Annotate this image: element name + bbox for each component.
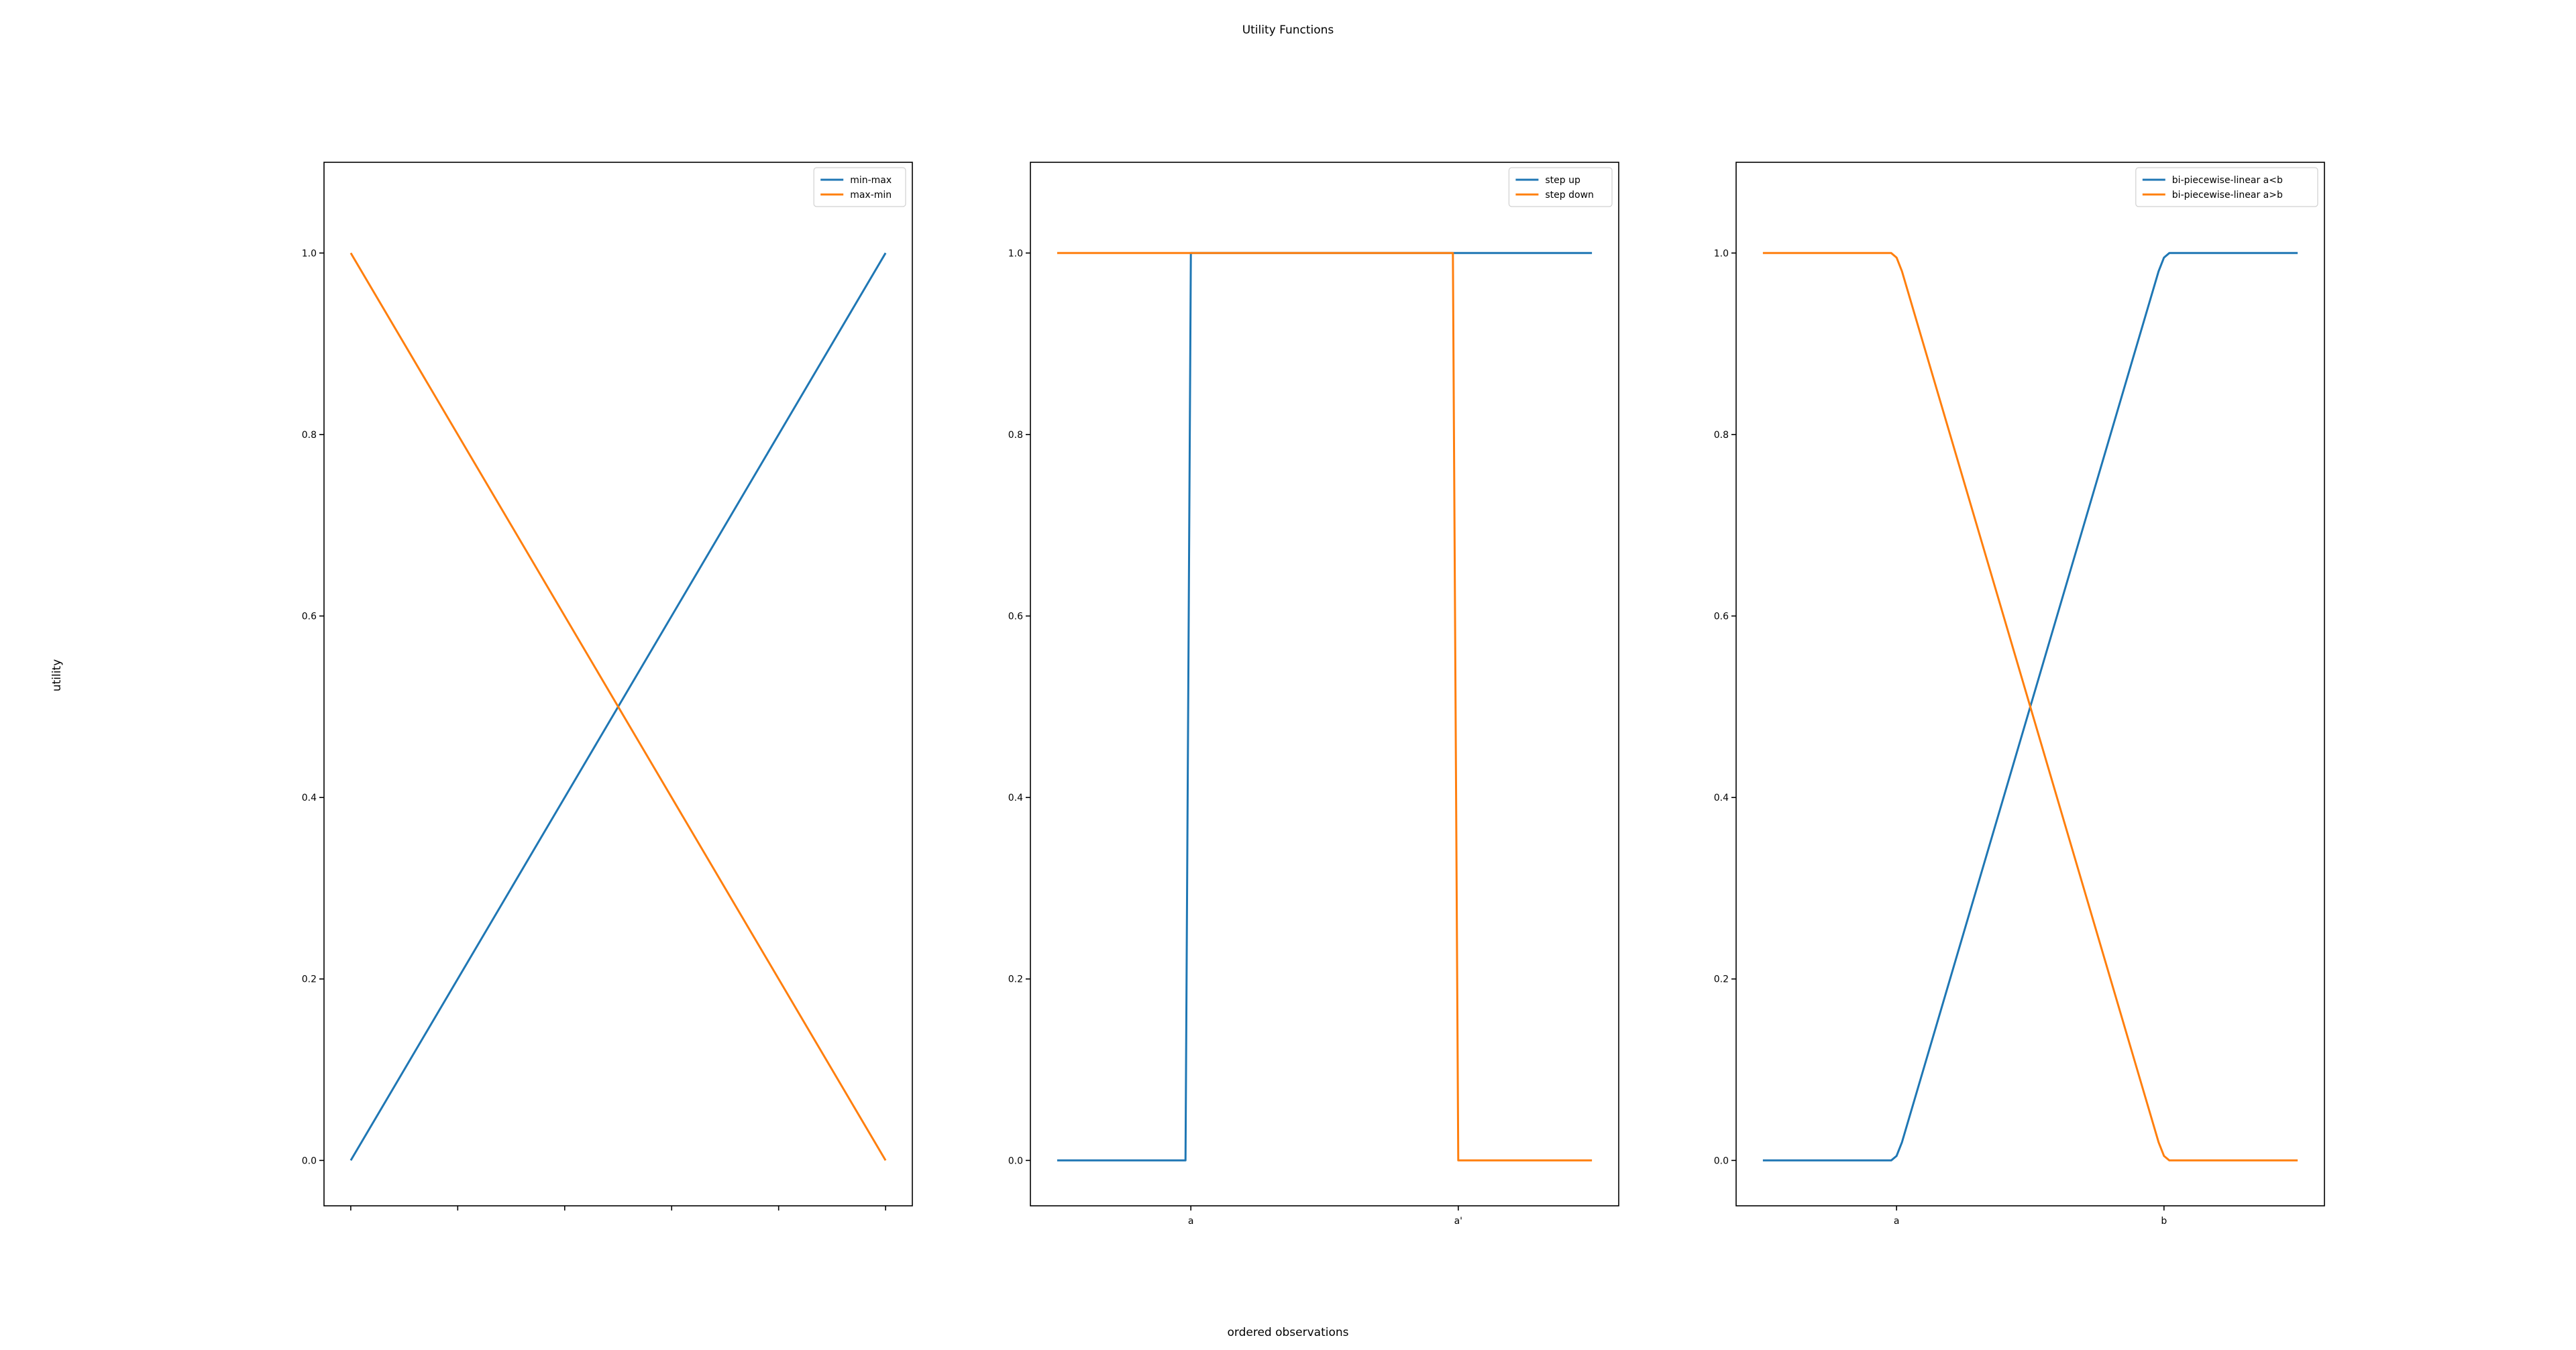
y-tick-label: 0.0 bbox=[302, 1156, 317, 1166]
y-tick-label: 0.6 bbox=[1008, 612, 1023, 622]
legend-box bbox=[813, 167, 906, 207]
series-line-2 bbox=[350, 252, 887, 1162]
series-line-2 bbox=[1057, 251, 1593, 1162]
y-tick-label: 0.4 bbox=[302, 793, 317, 803]
y-tick-label: 1.0 bbox=[1008, 248, 1023, 259]
y-tick-label: 0.2 bbox=[1008, 974, 1023, 985]
y-tick-label: 0.2 bbox=[1714, 974, 1729, 985]
legend-label: max-min bbox=[850, 190, 892, 201]
legend-box bbox=[1508, 167, 1613, 207]
plot-frame bbox=[323, 162, 913, 1206]
x-tick-label: b bbox=[2161, 1216, 2167, 1227]
legend-label: bi-piecewise-linear a<b bbox=[2172, 175, 2283, 186]
legend: min-max max-min bbox=[813, 167, 906, 207]
y-tick-label: 0.6 bbox=[302, 612, 317, 622]
y-tick-label: 0.6 bbox=[1714, 612, 1729, 622]
y-tick-label: 0.8 bbox=[1714, 430, 1729, 441]
subplot-1: 0.0 0.2 0.4 0.6 0.8 1.0 min-max max-min bbox=[302, 162, 913, 1211]
legend-label: min-max bbox=[850, 175, 892, 186]
y-tick-label: 0.2 bbox=[302, 974, 317, 985]
subplot-3: 0.0 0.2 0.4 0.6 0.8 1.0 a b bi-piecewise-linear … bbox=[1714, 162, 2325, 1227]
y-tick-label: 0.8 bbox=[302, 430, 317, 441]
series-line-2 bbox=[1762, 251, 2298, 1162]
subplot-panels: 0.00.20.40.60.81.0min-maxmax-min0.00.20.… bbox=[302, 162, 2325, 1227]
plot-frame bbox=[1030, 162, 1619, 1206]
legend-box bbox=[2135, 167, 2318, 207]
x-tick-label: a bbox=[1188, 1216, 1194, 1227]
y-tick-label: 1.0 bbox=[302, 248, 317, 259]
legend-label: step up bbox=[1545, 175, 1580, 186]
subplot-2: 0.0 0.2 0.4 0.6 0.8 1.0 a a' step up step down bbox=[1008, 162, 1619, 1227]
y-tick-label: 0.4 bbox=[1008, 793, 1023, 803]
legend: step up step down bbox=[1508, 167, 1613, 207]
y-tick-label: 0.8 bbox=[1008, 430, 1023, 441]
y-tick-label: 0.0 bbox=[1714, 1156, 1729, 1166]
legend-label: step down bbox=[1545, 190, 1594, 201]
y-tick-label: 0.4 bbox=[1714, 793, 1729, 803]
figure-title: Utility Functions bbox=[1242, 23, 1334, 37]
plot-frame bbox=[1735, 162, 2325, 1206]
series-line-1 bbox=[1057, 251, 1593, 1162]
legend: bi-piecewise-linear a<b bi-piecewise-line… bbox=[2135, 167, 2318, 207]
figure-xlabel: ordered observations bbox=[1227, 1326, 1348, 1339]
y-tick-label: 1.0 bbox=[1714, 248, 1729, 259]
x-tick-label: a bbox=[1894, 1216, 1900, 1227]
y-tick-label: 0.0 bbox=[1008, 1156, 1023, 1166]
legend-label: bi-piecewise-linear a>b bbox=[2172, 190, 2283, 201]
figure-ylabel: utility bbox=[50, 659, 64, 691]
x-tick-label: a' bbox=[1454, 1216, 1462, 1227]
